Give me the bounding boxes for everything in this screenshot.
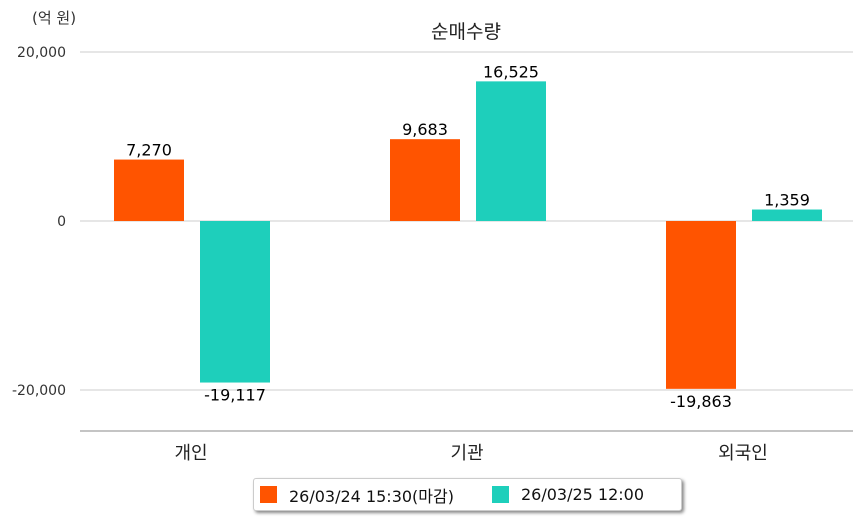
legend-item-0[interactable]: 26/03/24 15:30(마감)	[254, 483, 454, 507]
data-label: -19,863	[670, 392, 732, 411]
legend-label: 26/03/25 12:00	[520, 485, 645, 504]
x-tick-label: 기관	[450, 443, 483, 464]
legend-swatch	[260, 486, 277, 503]
bar[interactable]	[476, 81, 546, 222]
y-tick-label: 0	[57, 214, 66, 230]
x-tick-label: 외국인	[718, 443, 768, 464]
data-label: -19,117	[204, 386, 266, 405]
legend-item-1[interactable]: 26/03/25 12:00	[486, 485, 644, 504]
legend-swatch	[491, 486, 509, 503]
y-tick-label: -20,000	[12, 383, 66, 399]
y-tick-label: 20,000	[17, 45, 66, 61]
bar[interactable]	[390, 139, 460, 221]
data-label: 16,525	[483, 62, 539, 81]
data-label: 1,359	[764, 191, 810, 210]
chart-title: 순매수량	[431, 21, 501, 43]
data-label: 9,683	[402, 120, 448, 139]
x-tick-label: 개인	[174, 443, 207, 464]
bar[interactable]	[114, 159, 184, 221]
bar[interactable]	[752, 209, 822, 221]
bar[interactable]	[200, 221, 270, 383]
legend: 26/03/24 15:30(마감) 26/03/25 12:00	[253, 478, 682, 511]
y-axis-unit: (억 원)	[32, 9, 76, 27]
bar[interactable]	[666, 221, 736, 389]
legend-label: 26/03/24 15:30(마감)	[289, 486, 454, 506]
data-label: 7,270	[126, 141, 172, 160]
